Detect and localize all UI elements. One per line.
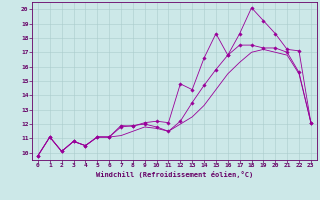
- X-axis label: Windchill (Refroidissement éolien,°C): Windchill (Refroidissement éolien,°C): [96, 171, 253, 178]
